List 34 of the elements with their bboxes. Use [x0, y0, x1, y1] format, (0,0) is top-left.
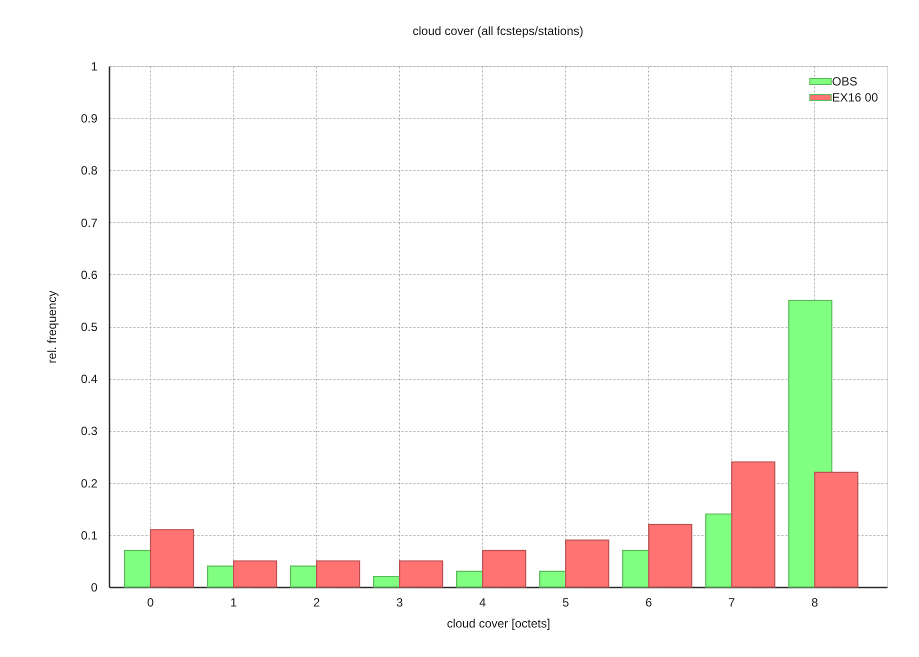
x-tick-label: 8 [811, 596, 818, 610]
legend-label: EX16 00 [832, 90, 878, 104]
x-tick-label: 6 [645, 596, 652, 610]
bar [814, 472, 858, 588]
y-tick-label: 0.9 [80, 112, 98, 126]
y-tick-label: 0.5 [80, 320, 98, 334]
y-tick-label: 0.2 [80, 476, 98, 490]
bar [565, 540, 610, 588]
bar [399, 560, 444, 588]
bar [316, 560, 360, 588]
x-tick-label: 7 [728, 596, 736, 610]
y-tick-label: 0.7 [80, 216, 98, 230]
bar [232, 560, 278, 588]
y-tick-label: 0.1 [80, 528, 98, 542]
x-axis-title: cloud cover [octets] [446, 616, 550, 630]
x-tick-label: 2 [313, 596, 320, 610]
bar [482, 550, 526, 588]
bar [731, 461, 776, 588]
y-tick-label: 0.8 [80, 164, 98, 178]
bar [648, 524, 692, 588]
x-tick-label: 4 [479, 596, 486, 610]
y-tick-label: 0.4 [80, 372, 98, 386]
legend-label: OBS [832, 74, 858, 88]
x-tick-label: 3 [396, 596, 404, 610]
x-tick-label: 0 [147, 596, 154, 610]
x-tick-label: 5 [562, 596, 570, 610]
x-tick-label: 1 [230, 596, 238, 610]
y-tick-label: 0.6 [80, 268, 98, 282]
bar [150, 529, 194, 588]
y-tick-label: 1 [90, 60, 98, 74]
y-tick-label: 0 [90, 580, 98, 594]
chart-title: cloud cover (all fcsteps/stations) [412, 24, 584, 38]
y-axis-title: rel. frequency [44, 290, 59, 364]
y-tick-label: 0.3 [80, 424, 98, 438]
